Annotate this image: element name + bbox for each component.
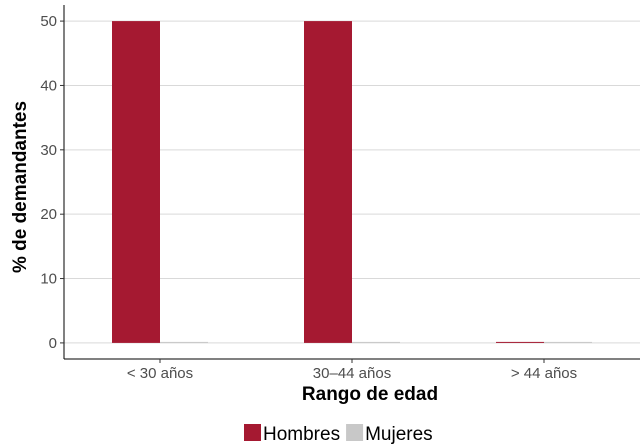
y-tick-label: 30	[40, 142, 57, 159]
y-tick-label: 10	[40, 271, 57, 288]
legend-swatch-hombres	[244, 424, 261, 441]
bars	[112, 21, 592, 343]
y-axis-title: % de demandantes	[10, 101, 31, 273]
y-tick-label: 40	[40, 77, 57, 94]
legend-swatch-mujeres	[346, 424, 364, 441]
bar-mujeres	[544, 341, 592, 343]
x-tick-label: > 44 años	[511, 365, 577, 382]
x-tick-label: 30–44 años	[313, 365, 391, 382]
x-axis-ticks: < 30 años 30–44 años > 44 años	[127, 359, 577, 382]
bar-mujeres	[352, 341, 400, 343]
bar-hombres	[112, 21, 160, 343]
y-tick-label: 0	[49, 335, 57, 352]
y-tick-label: 50	[40, 13, 57, 30]
legend: Hombres Mujeres	[244, 424, 433, 445]
legend-label-mujeres: Mujeres	[365, 424, 433, 445]
x-tick-label: < 30 años	[127, 365, 193, 382]
bar-hombres	[304, 21, 352, 343]
y-tick-label: 20	[40, 206, 57, 223]
legend-label-hombres: Hombres	[263, 424, 340, 445]
y-axis-ticks: 0 10 20 30 40 50	[40, 13, 64, 352]
bar-hombres	[496, 341, 544, 343]
bar-mujeres	[160, 341, 208, 343]
x-axis-title: Rango de edad	[302, 384, 438, 405]
